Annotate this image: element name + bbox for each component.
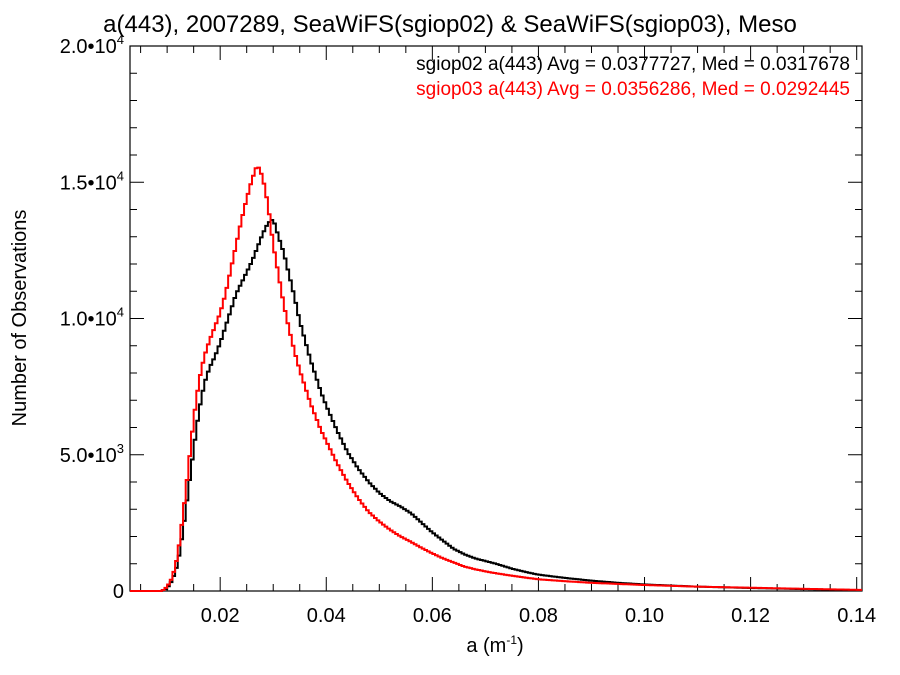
y-tick-label: 0: [113, 581, 124, 603]
x-tick-label: 0.04: [307, 605, 346, 627]
y-axis: 0 5.0•103 1.0•104 1.5•104 2.0•104: [60, 32, 862, 603]
series-line-1: [130, 166, 862, 592]
chart-title: a(443), 2007289, SeaWiFS(sgiop02) & SeaW…: [103, 11, 797, 38]
y-tick-label: 1.5•104: [60, 168, 124, 194]
y-tick-label: 2.0•104: [60, 32, 124, 58]
y-tick-label: 1.0•104: [60, 305, 124, 331]
plot-frame: [129, 45, 863, 592]
x-axis: 0.02 0.04 0.06 0.08 0.10 0.12 0.14: [140, 46, 876, 627]
series-stats-1: sgiop03 a(443) Avg = 0.0356286, Med = 0.…: [416, 79, 850, 100]
series-group: [130, 166, 862, 592]
y-axis-label: Number of Observations: [9, 210, 31, 427]
x-tick-label: 0.12: [731, 605, 770, 627]
x-tick-label: 0.08: [519, 605, 558, 627]
x-tick-label: 0.10: [625, 605, 664, 627]
series-stats-0: sgiop02 a(443) Avg = 0.0377727, Med = 0.…: [416, 54, 850, 75]
x-tick-label: 0.06: [413, 605, 452, 627]
stats-legend: sgiop02 a(443) Avg = 0.0377727, Med = 0.…: [416, 54, 850, 100]
x-tick-label: 0.14: [837, 605, 876, 627]
x-axis-label: a (m-1): [466, 633, 523, 657]
x-tick-label: 0.02: [201, 605, 240, 627]
series-line-0: [130, 219, 862, 592]
y-tick-label: 5.0•103: [60, 441, 124, 467]
